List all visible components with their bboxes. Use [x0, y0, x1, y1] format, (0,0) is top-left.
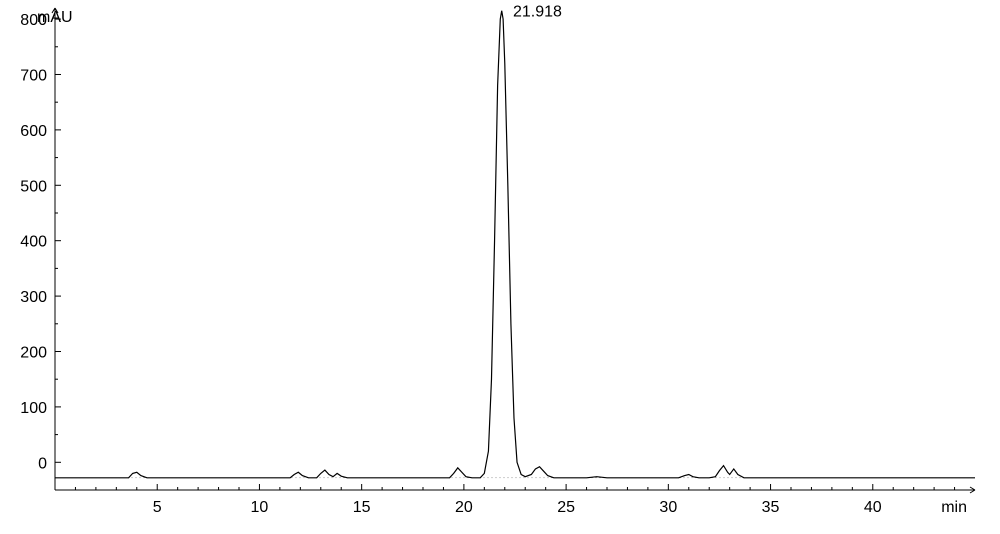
y-tick-label: 400: [20, 234, 47, 251]
y-tick-label: 600: [20, 123, 47, 140]
chromatogram-chart: 0100200300400500600700800510152025303540…: [0, 0, 1000, 534]
y-tick-label: 0: [38, 455, 47, 472]
y-tick-label: 200: [20, 344, 47, 361]
y-tick-label: 300: [20, 289, 47, 306]
y-tick-label: 700: [20, 67, 47, 84]
y-axis-label: mAU: [37, 9, 73, 26]
x-tick-label: 5: [153, 499, 162, 516]
y-tick-label: 100: [20, 400, 47, 417]
x-tick-label: 10: [251, 499, 269, 516]
x-axis-label: min: [941, 499, 967, 516]
x-tick-label: 20: [455, 499, 473, 516]
x-tick-label: 40: [864, 499, 882, 516]
x-tick-label: 25: [557, 499, 575, 516]
chart-svg: 0100200300400500600700800510152025303540…: [0, 0, 1000, 534]
y-tick-label: 500: [20, 178, 47, 195]
x-tick-label: 30: [659, 499, 677, 516]
chromatogram-trace: [55, 11, 975, 478]
x-tick-label: 35: [762, 499, 780, 516]
x-tick-label: 15: [353, 499, 371, 516]
peak-label: 21.918: [513, 3, 562, 20]
